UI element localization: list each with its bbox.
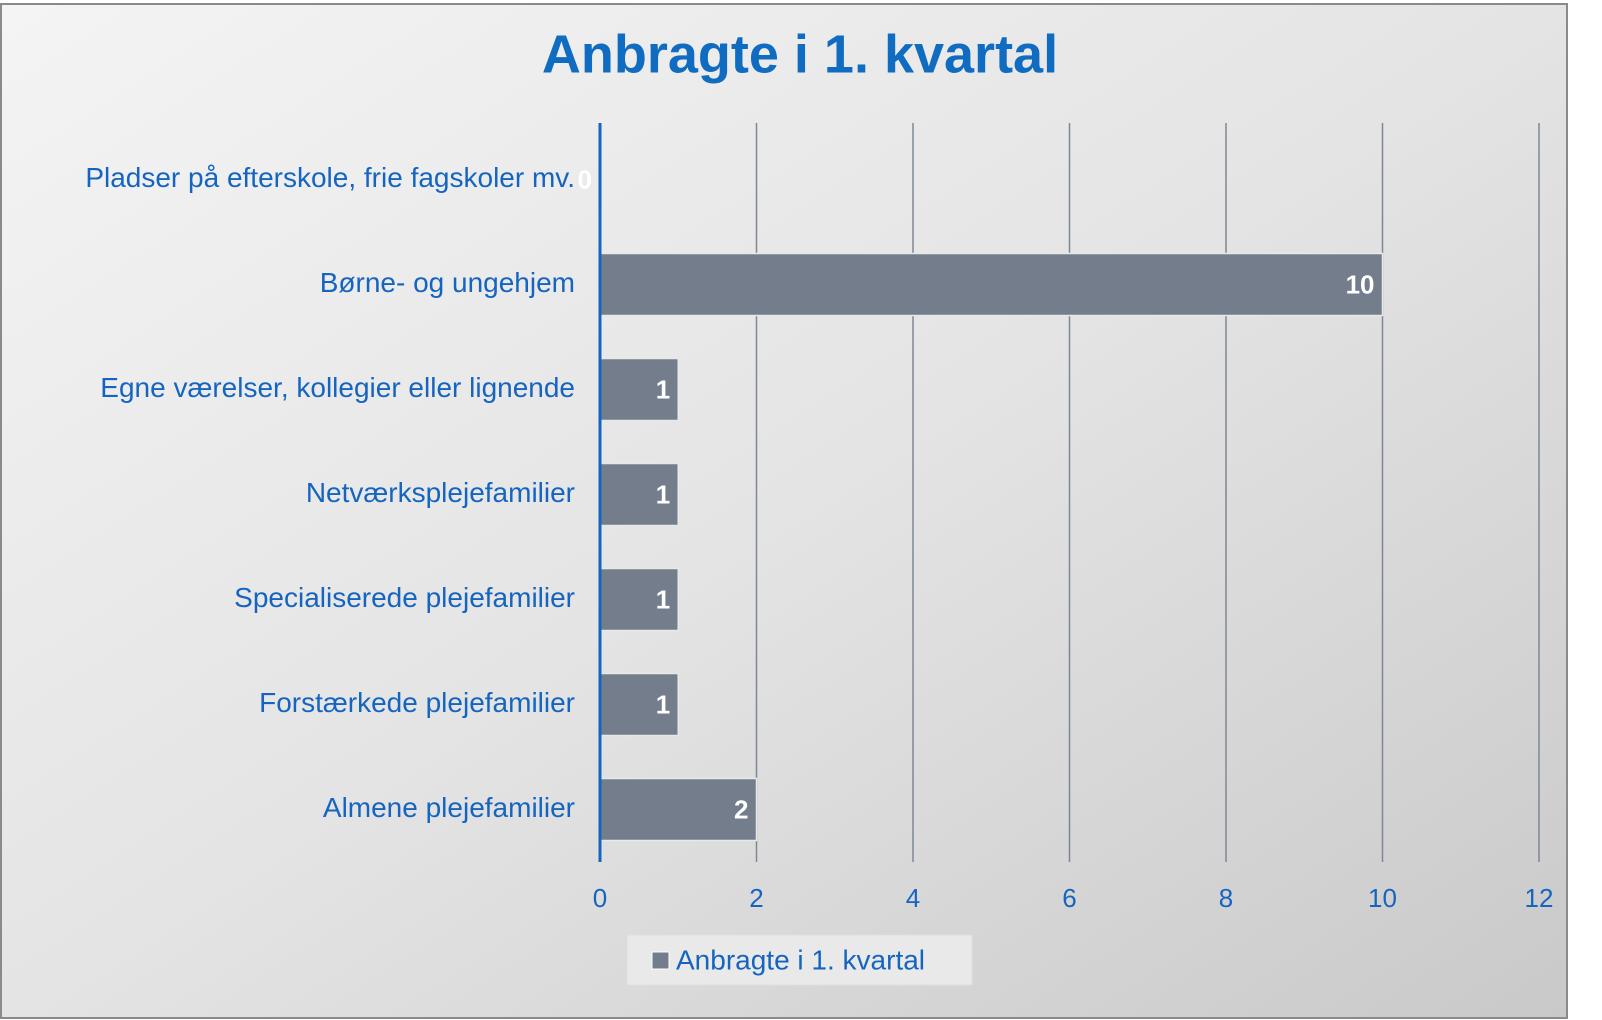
x-tick-label: 2	[749, 883, 763, 913]
x-tick-label: 8	[1219, 883, 1233, 913]
legend-box	[626, 934, 973, 986]
data-label: 10	[1346, 269, 1375, 299]
x-tick-label: 0	[593, 883, 607, 913]
bar	[599, 777, 758, 842]
x-tick-label: 6	[1062, 883, 1076, 913]
data-label: 0	[578, 164, 592, 194]
y-tick-label: Specialiserede plejefamilier	[234, 582, 575, 613]
data-label: 1	[656, 479, 670, 509]
legend-label: Anbragte i 1. kvartal	[676, 944, 925, 975]
y-tick-label: Pladser på efterskole, frie fagskoler mv…	[85, 162, 575, 193]
y-tick-label: Børne- og ungehjem	[320, 267, 575, 298]
y-tick-label: Egne værelser, kollegier eller lignende	[100, 372, 575, 403]
bar	[599, 462, 679, 527]
bar	[599, 252, 1384, 317]
chart-background	[0, 3, 1568, 1019]
y-tick-label: Netværksplejefamilier	[306, 477, 575, 508]
y-tick-label: Forstærkede plejefamilier	[259, 687, 575, 718]
x-tick-label: 4	[906, 883, 920, 913]
bar	[599, 567, 679, 632]
x-tick-label: 10	[1368, 883, 1397, 913]
x-tick-label: 12	[1525, 883, 1554, 913]
data-label: 1	[656, 374, 670, 404]
data-label: 2	[734, 794, 748, 824]
legend-swatch	[651, 951, 670, 970]
data-label: 1	[656, 689, 670, 719]
y-tick-label: Almene plejefamilier	[323, 792, 575, 823]
data-label: 1	[656, 584, 670, 614]
chart-title: Anbragte i 1. kvartal	[542, 24, 1058, 84]
